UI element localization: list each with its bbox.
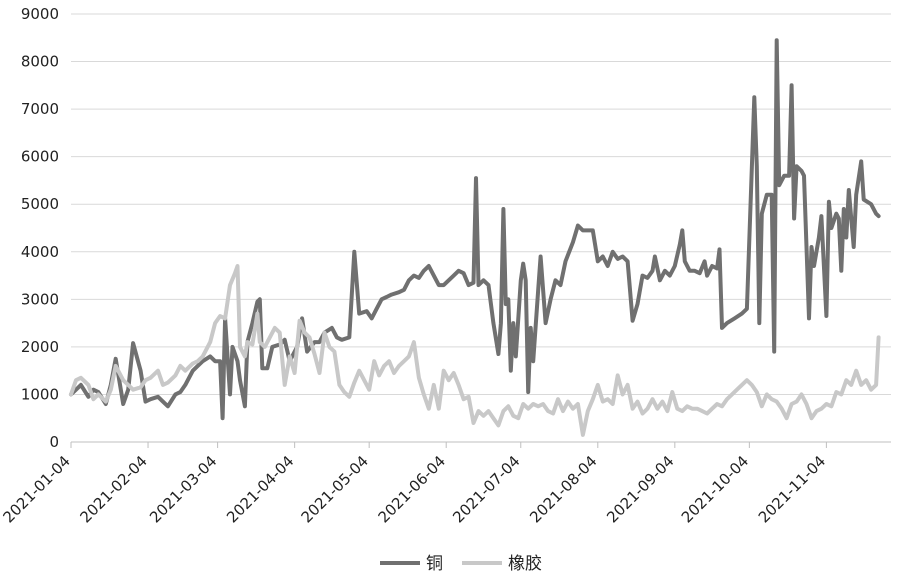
y-tick-label: 1000 xyxy=(21,385,59,403)
gridlines xyxy=(71,13,891,395)
x-tick-label: 2021-03-04 xyxy=(146,452,220,526)
x-tick-label: 2021-07-04 xyxy=(449,452,523,526)
y-axis-tick-labels: 0 1000 2000 3000 4000 5000 6000 7000 8000 9000 xyxy=(21,5,59,451)
x-tick-label: 2021-02-04 xyxy=(76,452,150,526)
x-tick-label: 2021-11-04 xyxy=(755,452,829,526)
series-lines xyxy=(69,38,881,437)
y-tick-label: 9000 xyxy=(21,5,59,23)
x-tick-label: 2021-01-04 xyxy=(0,452,74,526)
legend-label-0: 铜 xyxy=(426,554,443,574)
x-tick-label: 2021-10-04 xyxy=(678,452,752,526)
x-tick-label: 2021-05-04 xyxy=(298,452,372,526)
y-tick-label: 0 xyxy=(49,433,59,451)
y-tick-label: 2000 xyxy=(21,338,59,356)
series-line-1 xyxy=(69,264,881,437)
y-tick-label: 3000 xyxy=(21,290,59,308)
x-axis xyxy=(70,441,891,448)
y-tick-label: 5000 xyxy=(21,195,59,213)
x-tick-label: 2021-09-04 xyxy=(603,452,677,526)
series-line-0 xyxy=(69,38,881,421)
legend: 铜 橡胶 xyxy=(380,554,542,574)
legend-label-1: 橡胶 xyxy=(508,554,542,574)
y-tick-label: 7000 xyxy=(21,100,59,118)
x-tick-label: 2021-08-04 xyxy=(526,452,600,526)
y-tick-label: 4000 xyxy=(21,243,59,261)
y-tick-label: 6000 xyxy=(21,148,59,166)
x-tick-label: 2021-06-04 xyxy=(375,452,449,526)
y-tick-label: 8000 xyxy=(21,53,59,71)
x-tick-label: 2021-04-04 xyxy=(223,452,297,526)
